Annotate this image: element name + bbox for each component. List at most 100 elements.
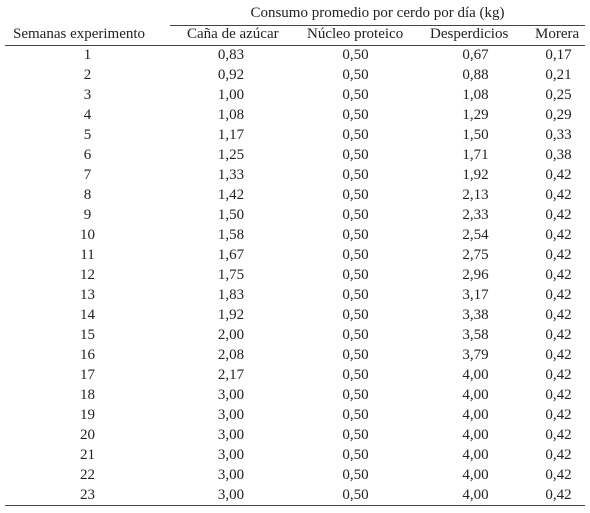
cell-nucleo: 0,50 bbox=[342, 447, 369, 463]
cell-morera: 0,42 bbox=[545, 407, 572, 423]
table-row: 11 1,67 0,50 2,75 0,42 bbox=[5, 245, 585, 265]
cell-morera: 0,25 bbox=[545, 87, 572, 103]
group-header: Consumo promedio por cerdo por día (kg) bbox=[170, 2, 585, 26]
cell-morera: 0,42 bbox=[545, 327, 572, 343]
cell-nucleo: 0,50 bbox=[342, 107, 369, 123]
cell-cana: 1,50 bbox=[217, 207, 245, 223]
table-row: 14 1,92 0,50 3,38 0,42 bbox=[5, 305, 585, 325]
cell-cana: 2,08 bbox=[217, 347, 245, 363]
cell-morera: 0,17 bbox=[545, 47, 572, 63]
cell-cana: 3,00 bbox=[217, 407, 245, 423]
cell-desperdicios: 4,00 bbox=[462, 407, 489, 423]
cell-semana: 18 bbox=[80, 387, 95, 403]
table-row: 5 1,17 0,50 1,50 0,33 bbox=[5, 125, 585, 145]
cell-morera: 0,42 bbox=[545, 187, 572, 203]
cell-morera: 0,42 bbox=[545, 307, 572, 323]
cell-nucleo: 0,50 bbox=[342, 487, 369, 503]
cell-morera: 0,33 bbox=[545, 127, 572, 143]
cell-desperdicios: 4,00 bbox=[462, 387, 489, 403]
cell-nucleo: 0,50 bbox=[342, 367, 369, 383]
cell-nucleo: 0,50 bbox=[342, 267, 369, 283]
cell-desperdicios: 2,33 bbox=[462, 207, 489, 223]
cell-cana: 3,00 bbox=[217, 387, 245, 403]
cell-semana: 3 bbox=[83, 87, 92, 103]
header-morera: Morera bbox=[535, 26, 580, 42]
cell-desperdicios: 1,29 bbox=[462, 107, 489, 123]
header-nucleo: Núcleo proteico bbox=[307, 26, 404, 42]
cell-semana: 17 bbox=[80, 367, 95, 383]
table-body: 1 0,83 0,50 0,67 0,17 2 0,92 0,50 0,88 0,21 3 1,00 0… bbox=[5, 45, 585, 506]
table-row: 2 0,92 0,50 0,88 0,21 bbox=[5, 65, 585, 85]
cell-semana: 7 bbox=[83, 167, 92, 183]
cell-cana: 1,08 bbox=[217, 107, 245, 123]
consumption-table: Consumo promedio por cerdo por día (kg) … bbox=[5, 0, 585, 510]
cell-nucleo: 0,50 bbox=[342, 67, 369, 83]
cell-cana: 3,00 bbox=[217, 447, 245, 463]
cell-semana: 19 bbox=[80, 407, 95, 423]
cell-morera: 0,38 bbox=[545, 147, 572, 163]
cell-semana: 2 bbox=[83, 67, 92, 83]
cell-cana: 1,00 bbox=[217, 87, 245, 103]
cell-nucleo: 0,50 bbox=[342, 287, 369, 303]
cell-nucleo: 0,50 bbox=[342, 347, 369, 363]
cell-morera: 0,42 bbox=[545, 487, 572, 503]
cell-cana: 1,83 bbox=[217, 287, 245, 303]
cell-morera: 0,42 bbox=[545, 347, 572, 363]
cell-desperdicios: 1,71 bbox=[462, 147, 489, 163]
cell-desperdicios: 2,13 bbox=[462, 187, 489, 203]
cell-desperdicios: 3,79 bbox=[462, 347, 489, 363]
table-row: 15 2,00 0,50 3,58 0,42 bbox=[5, 325, 585, 345]
cell-cana: 1,92 bbox=[217, 307, 245, 323]
cell-morera: 0,42 bbox=[545, 247, 572, 263]
cell-semana: 23 bbox=[80, 487, 95, 503]
cell-desperdicios: 4,00 bbox=[462, 487, 489, 503]
cell-semana: 11 bbox=[80, 247, 95, 263]
cell-desperdicios: 1,08 bbox=[462, 87, 489, 103]
table-row: 7 1,33 0,50 1,92 0,42 bbox=[5, 165, 585, 185]
cell-nucleo: 0,50 bbox=[342, 427, 369, 443]
cell-morera: 0,42 bbox=[545, 207, 572, 223]
table-row: 8 1,42 0,50 2,13 0,42 bbox=[5, 185, 585, 205]
table-row: 19 3,00 0,50 4,00 0,42 bbox=[5, 405, 585, 425]
cell-nucleo: 0,50 bbox=[342, 187, 369, 203]
cell-morera: 0,42 bbox=[545, 467, 572, 483]
table-row: 1 0,83 0,50 0,67 0,17 bbox=[5, 45, 585, 65]
cell-desperdicios: 3,38 bbox=[462, 307, 489, 323]
cell-cana: 2,00 bbox=[217, 327, 245, 343]
cell-semana: 20 bbox=[80, 427, 95, 443]
cell-desperdicios: 0,88 bbox=[462, 67, 489, 83]
cell-cana: 1,58 bbox=[217, 227, 245, 243]
cell-desperdicios: 3,58 bbox=[462, 327, 489, 343]
cell-cana: 1,33 bbox=[217, 167, 245, 183]
table-row: 13 1,83 0,50 3,17 0,42 bbox=[5, 285, 585, 305]
cell-morera: 0,21 bbox=[545, 67, 572, 83]
cell-nucleo: 0,50 bbox=[342, 87, 369, 103]
cell-morera: 0,29 bbox=[545, 107, 572, 123]
cell-morera: 0,42 bbox=[545, 167, 572, 183]
cell-cana: 1,75 bbox=[217, 267, 245, 283]
cell-semana: 15 bbox=[80, 327, 95, 343]
table-row: 10 1,58 0,50 2,54 0,42 bbox=[5, 225, 585, 245]
cell-semana: 4 bbox=[83, 107, 92, 123]
cell-desperdicios: 2,96 bbox=[462, 267, 489, 283]
cell-cana: 1,25 bbox=[217, 147, 245, 163]
cell-cana: 1,67 bbox=[217, 247, 245, 263]
cell-morera: 0,42 bbox=[545, 287, 572, 303]
column-headers: Semanas experimento Caña de azúcar Núcle… bbox=[5, 26, 585, 46]
table-row: 6 1,25 0,50 1,71 0,38 bbox=[5, 145, 585, 165]
cell-semana: 8 bbox=[83, 187, 92, 203]
cell-semana: 22 bbox=[80, 467, 95, 483]
cell-morera: 0,42 bbox=[545, 427, 572, 443]
header-cana: Caña de azúcar bbox=[187, 26, 279, 42]
cell-semana: 14 bbox=[80, 307, 95, 323]
table-row: 3 1,00 0,50 1,08 0,25 bbox=[5, 85, 585, 105]
cell-nucleo: 0,50 bbox=[342, 467, 369, 483]
cell-desperdicios: 0,67 bbox=[462, 47, 489, 63]
cell-desperdicios: 4,00 bbox=[462, 467, 489, 483]
cell-desperdicios: 1,50 bbox=[462, 127, 489, 143]
cell-desperdicios: 4,00 bbox=[462, 447, 489, 463]
cell-desperdicios: 1,92 bbox=[462, 167, 489, 183]
cell-semana: 9 bbox=[83, 207, 92, 223]
cell-morera: 0,42 bbox=[545, 227, 572, 243]
cell-nucleo: 0,50 bbox=[342, 147, 369, 163]
